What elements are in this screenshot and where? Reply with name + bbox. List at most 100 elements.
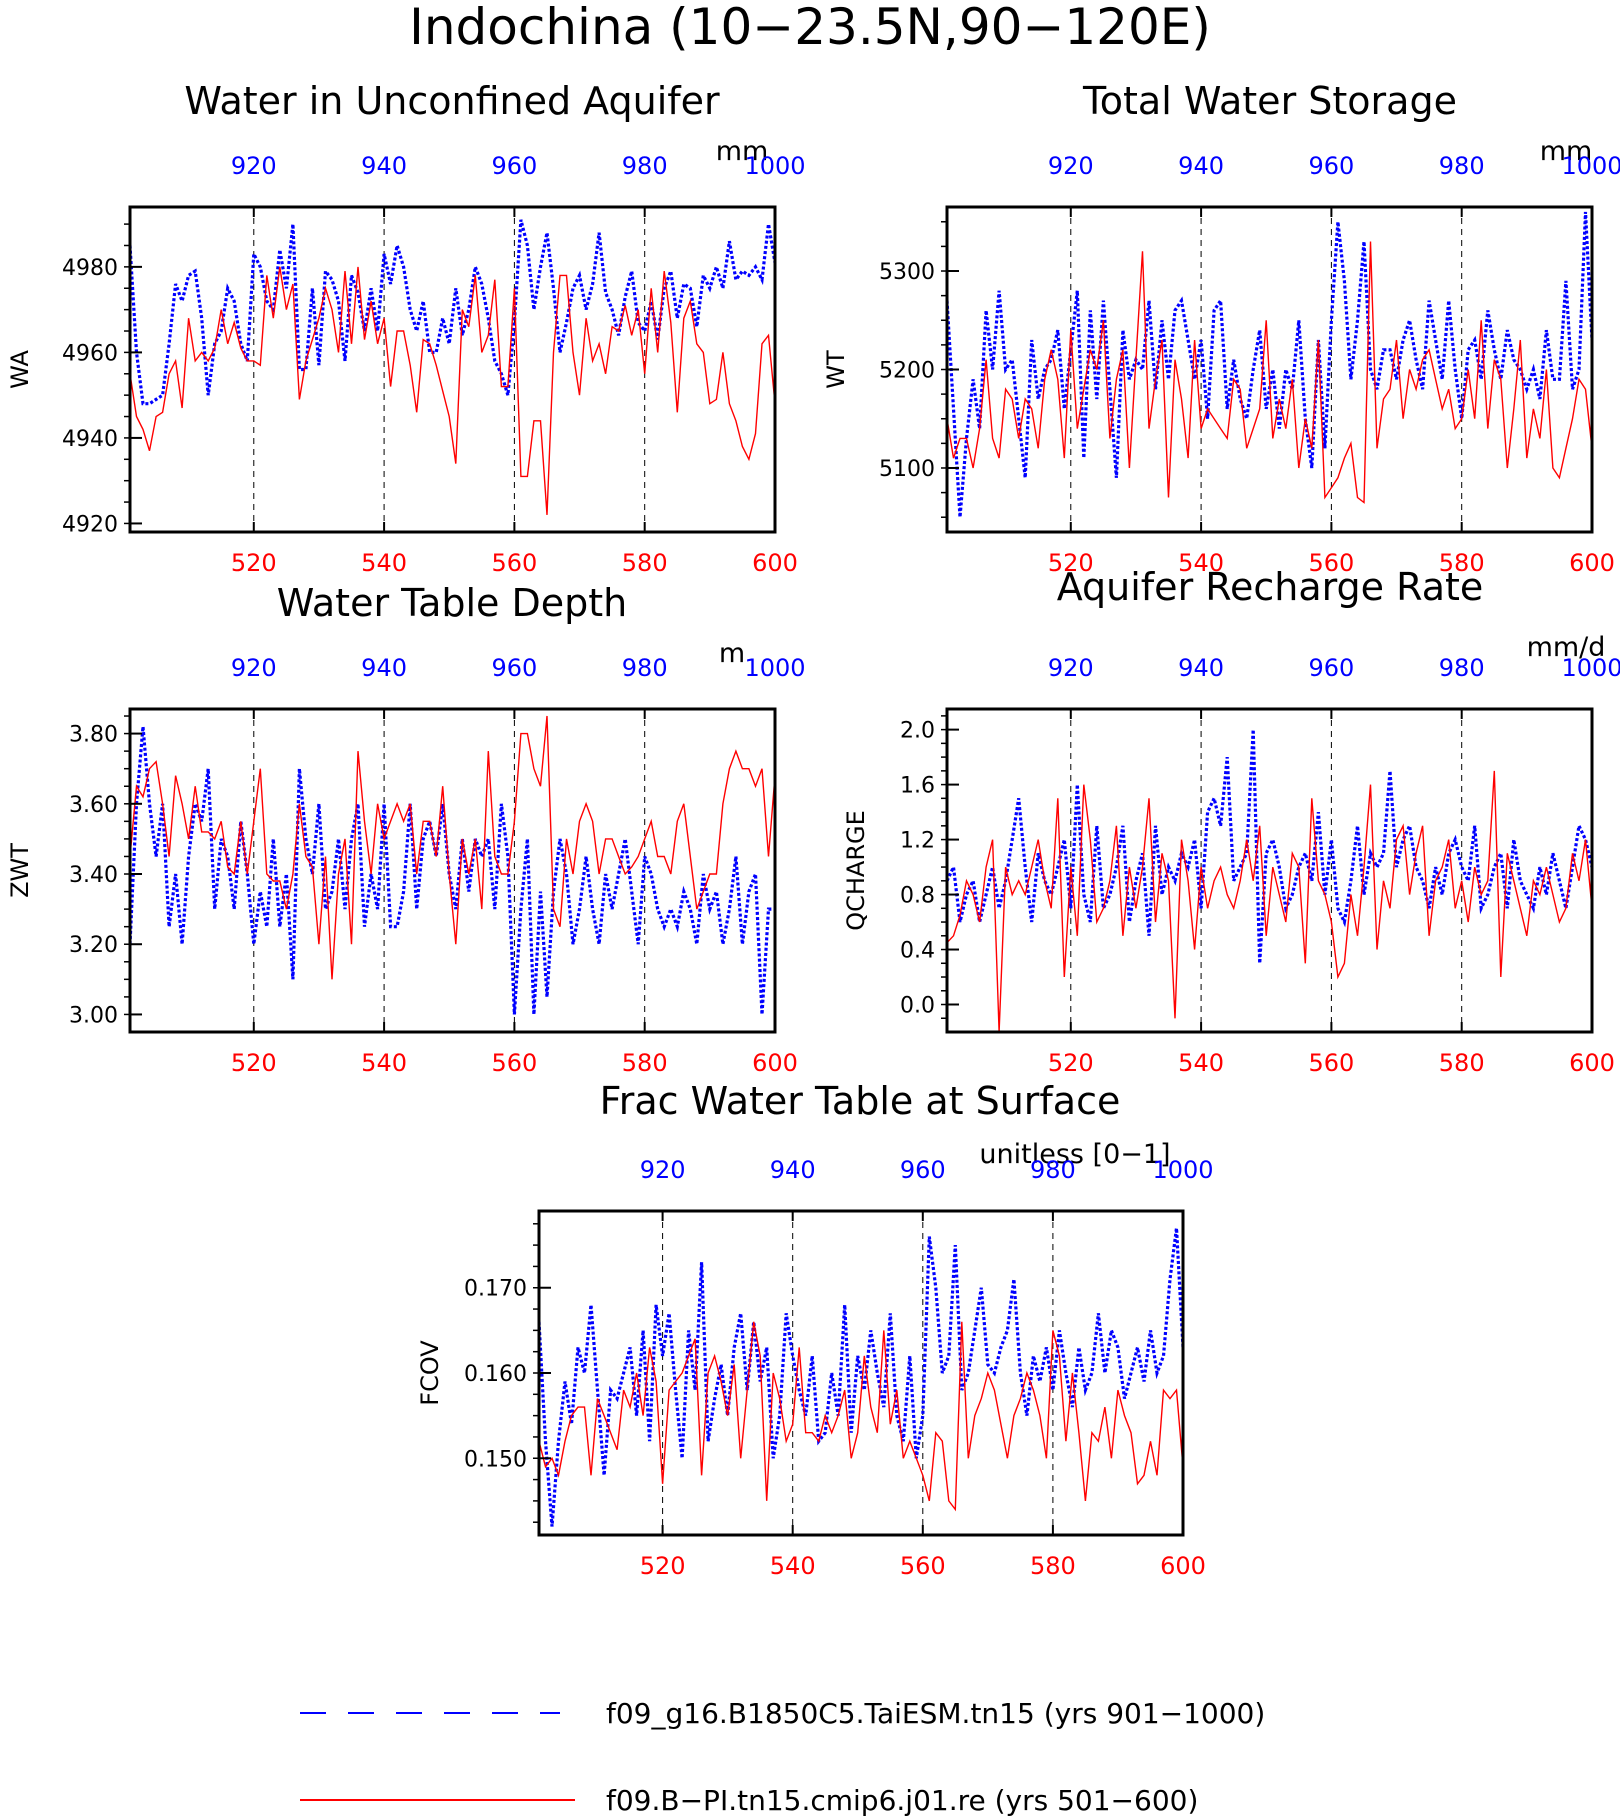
x-top-tick-label: 920 — [640, 1156, 686, 1184]
x-bottom-tick-label: 520 — [231, 1049, 277, 1077]
chart-panel-4: Aquifer Recharge Rate mm/d QCHARGE 520 540 56… — [842, 565, 1620, 1077]
x-top-tick-label: 1000 — [1152, 1156, 1213, 1184]
y-tick-label: 0.8 — [900, 884, 935, 909]
x-top-tick-label: 920 — [1048, 152, 1094, 180]
x-bottom-tick-label: 560 — [1308, 1049, 1354, 1077]
x-top-tick-label: 960 — [1308, 654, 1354, 682]
y-tick-label: 5100 — [879, 457, 935, 482]
series-line-red — [947, 770, 1592, 1032]
x-top-tick-label: 1000 — [1561, 654, 1620, 682]
x-bottom-tick-label: 560 — [1308, 549, 1354, 577]
chart-panel-5: Frac Water Table at Surface unitless [0−1… — [416, 1079, 1214, 1580]
y-tick-label: 5200 — [879, 359, 935, 384]
x-top-tick-label: 920 — [231, 152, 277, 180]
y-tick-label: 3.60 — [69, 793, 118, 818]
x-bottom-tick-label: 520 — [231, 549, 277, 577]
x-bottom-tick-label: 540 — [1178, 1049, 1224, 1077]
plot-frame — [128, 205, 777, 534]
x-bottom-tick-label: 580 — [1439, 549, 1485, 577]
x-bottom-tick-label: 600 — [1569, 1049, 1615, 1077]
y-tick-label: 3.20 — [69, 933, 118, 958]
x-bottom-tick-label: 580 — [622, 549, 668, 577]
y-axis-label: WT — [822, 350, 850, 389]
x-bottom-tick-label: 580 — [1439, 1049, 1485, 1077]
x-top-tick-label: 940 — [361, 654, 407, 682]
legend: f09_g16.B1850C5.TaiESM.tn15 (yrs 901−100… — [300, 1697, 1265, 1816]
x-top-tick-label: 980 — [622, 654, 668, 682]
x-bottom-tick-label: 540 — [1178, 549, 1224, 577]
units-label: unitless [0−1] — [979, 1139, 1170, 1170]
y-tick-label: 1.2 — [900, 829, 935, 854]
x-bottom-tick-label: 540 — [770, 1552, 816, 1580]
y-axis-label: QCHARGE — [842, 810, 870, 931]
y-tick-label: 4960 — [62, 341, 118, 366]
x-top-tick-label: 1000 — [1561, 152, 1620, 180]
panel-title: Water Table Depth — [277, 581, 628, 625]
y-tick-label: 5300 — [879, 260, 935, 285]
y-tick-label: 3.00 — [69, 1003, 118, 1028]
legend-red-label: f09.B−PI.tn15.cmip6.j01.re (yrs 501−600) — [606, 1784, 1198, 1816]
chart-panel-2: Total Water Storage mm WT 520 540 560 580 600 92… — [822, 79, 1620, 577]
x-top-tick-label: 980 — [622, 152, 668, 180]
series-line-blue — [130, 726, 775, 1015]
panel-title: Total Water Storage — [1082, 79, 1457, 123]
y-tick-label: 2.0 — [900, 719, 935, 744]
units-label: mm — [1540, 136, 1593, 167]
panel-title: Water in Unconfined Aquifer — [184, 79, 720, 123]
x-top-tick-label: 980 — [1030, 1156, 1076, 1184]
x-top-tick-label: 940 — [361, 152, 407, 180]
y-tick-label: 3.40 — [69, 863, 118, 888]
y-tick-label: 4980 — [62, 256, 118, 281]
x-top-tick-label: 1000 — [744, 152, 805, 180]
y-tick-label: 1.6 — [900, 774, 935, 799]
units-label: mm — [716, 136, 769, 167]
panel-title: Aquifer Recharge Rate — [1057, 565, 1484, 609]
y-tick-label: 0.160 — [464, 1362, 527, 1387]
x-top-tick-label: 960 — [491, 654, 537, 682]
x-bottom-tick-label: 560 — [491, 549, 537, 577]
x-bottom-tick-label: 520 — [1048, 1049, 1094, 1077]
x-bottom-tick-label: 540 — [361, 1049, 407, 1077]
y-tick-label: 3.80 — [69, 723, 118, 748]
units-label: mm/d — [1527, 632, 1606, 663]
x-top-tick-label: 1000 — [744, 654, 805, 682]
series-line-blue — [947, 729, 1592, 964]
x-top-tick-label: 960 — [491, 152, 537, 180]
figure-title: Indochina (10−23.5N,90−120E) — [409, 0, 1211, 56]
x-bottom-tick-label: 560 — [900, 1552, 946, 1580]
units-label: m — [719, 638, 745, 669]
legend-blue-label: f09_g16.B1850C5.TaiESM.tn15 (yrs 901−100… — [606, 1697, 1265, 1730]
x-bottom-tick-label: 580 — [1030, 1552, 1076, 1580]
x-bottom-tick-label: 560 — [491, 1049, 537, 1077]
x-bottom-tick-label: 520 — [640, 1552, 686, 1580]
series-line-red — [539, 1321, 1183, 1512]
x-bottom-tick-label: 600 — [1160, 1552, 1206, 1580]
x-top-tick-label: 920 — [1048, 654, 1094, 682]
plot-frame — [128, 707, 777, 1034]
x-bottom-tick-label: 600 — [752, 1049, 798, 1077]
x-top-tick-label: 920 — [231, 654, 277, 682]
series-line-red — [947, 241, 1592, 504]
x-bottom-tick-label: 540 — [361, 549, 407, 577]
x-top-tick-label: 940 — [1178, 152, 1224, 180]
series-line-blue — [130, 219, 775, 406]
x-bottom-tick-label: 520 — [1048, 549, 1094, 577]
x-top-tick-label: 960 — [1308, 152, 1354, 180]
series-line-red — [130, 715, 775, 980]
x-top-tick-label: 960 — [900, 1156, 946, 1184]
y-tick-label: 4920 — [62, 512, 118, 537]
x-top-tick-label: 940 — [1178, 654, 1224, 682]
x-top-tick-label: 940 — [770, 1156, 816, 1184]
y-axis-label: ZWT — [6, 843, 34, 898]
x-bottom-tick-label: 600 — [1569, 549, 1615, 577]
x-bottom-tick-label: 600 — [752, 549, 798, 577]
y-tick-label: 4940 — [62, 427, 118, 452]
x-top-tick-label: 980 — [1439, 152, 1485, 180]
chart-panel-3: Water Table Depth m ZWT 520 540 560 580 600 920 9… — [6, 581, 806, 1077]
series-line-red — [130, 266, 775, 515]
panel-title: Frac Water Table at Surface — [600, 1079, 1121, 1123]
plot-frame — [945, 707, 1594, 1034]
y-tick-label: 0.0 — [900, 994, 935, 1019]
y-tick-label: 0.150 — [464, 1447, 527, 1472]
